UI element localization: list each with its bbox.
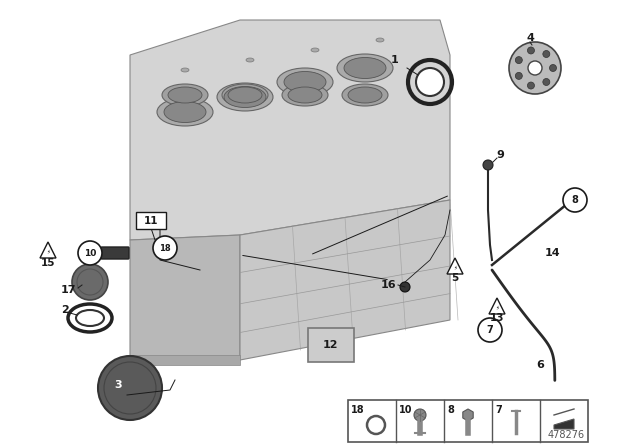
Ellipse shape	[181, 68, 189, 72]
Circle shape	[563, 188, 587, 212]
Circle shape	[483, 160, 493, 170]
Ellipse shape	[342, 84, 388, 106]
Ellipse shape	[337, 54, 393, 82]
Ellipse shape	[217, 83, 273, 111]
Circle shape	[515, 73, 522, 79]
Ellipse shape	[168, 87, 202, 103]
Ellipse shape	[224, 86, 266, 108]
Circle shape	[400, 282, 410, 292]
Ellipse shape	[157, 98, 213, 126]
Polygon shape	[489, 298, 505, 314]
Text: 1: 1	[391, 55, 399, 65]
Text: 6: 6	[536, 360, 544, 370]
Polygon shape	[240, 200, 450, 360]
Text: 7: 7	[495, 405, 502, 415]
Ellipse shape	[376, 38, 384, 42]
Ellipse shape	[509, 42, 561, 94]
Polygon shape	[130, 20, 450, 240]
Text: 8: 8	[572, 195, 579, 205]
Circle shape	[478, 318, 502, 342]
Polygon shape	[130, 235, 240, 360]
Text: ⚡: ⚡	[46, 250, 50, 254]
Ellipse shape	[277, 68, 333, 96]
Circle shape	[98, 356, 162, 420]
Ellipse shape	[344, 57, 386, 78]
Text: 4: 4	[526, 33, 534, 43]
FancyBboxPatch shape	[308, 328, 354, 362]
Text: 18: 18	[351, 405, 365, 415]
Text: 8: 8	[447, 405, 454, 415]
Text: 7: 7	[486, 325, 493, 335]
Ellipse shape	[311, 48, 319, 52]
Text: 16: 16	[380, 280, 396, 290]
Ellipse shape	[162, 84, 208, 106]
FancyBboxPatch shape	[348, 400, 588, 442]
Ellipse shape	[282, 84, 328, 106]
Ellipse shape	[528, 61, 542, 75]
Circle shape	[543, 51, 550, 57]
Text: 2: 2	[61, 305, 69, 315]
Ellipse shape	[222, 84, 268, 106]
Ellipse shape	[228, 87, 262, 103]
Polygon shape	[554, 419, 574, 429]
Polygon shape	[40, 242, 56, 258]
Circle shape	[543, 78, 550, 86]
Ellipse shape	[416, 68, 444, 96]
Ellipse shape	[246, 58, 254, 62]
Text: ⚡: ⚡	[453, 266, 457, 271]
Circle shape	[527, 82, 534, 89]
Ellipse shape	[76, 310, 104, 326]
Text: 3: 3	[114, 380, 122, 390]
Circle shape	[550, 65, 557, 72]
Text: 12: 12	[323, 340, 338, 350]
Circle shape	[153, 236, 177, 260]
Polygon shape	[447, 258, 463, 274]
Text: ⚡: ⚡	[495, 306, 499, 310]
FancyBboxPatch shape	[136, 212, 166, 229]
Ellipse shape	[288, 87, 322, 103]
Text: 478276: 478276	[548, 430, 585, 440]
Text: 14: 14	[545, 248, 561, 258]
Text: 5: 5	[451, 273, 459, 283]
Text: 17: 17	[60, 285, 76, 295]
Circle shape	[515, 56, 522, 64]
Ellipse shape	[284, 72, 326, 92]
Text: 9: 9	[496, 150, 504, 160]
Text: 10: 10	[399, 405, 413, 415]
FancyBboxPatch shape	[101, 247, 129, 259]
Text: 13: 13	[490, 313, 504, 323]
Polygon shape	[130, 355, 240, 365]
Circle shape	[72, 264, 108, 300]
Ellipse shape	[164, 102, 206, 122]
Circle shape	[527, 47, 534, 54]
Text: 15: 15	[41, 258, 55, 268]
Polygon shape	[463, 409, 473, 421]
Text: 11: 11	[144, 216, 158, 226]
Ellipse shape	[348, 87, 382, 103]
Text: 10: 10	[84, 249, 96, 258]
Text: 18: 18	[159, 244, 171, 253]
Circle shape	[78, 241, 102, 265]
Circle shape	[414, 409, 426, 421]
